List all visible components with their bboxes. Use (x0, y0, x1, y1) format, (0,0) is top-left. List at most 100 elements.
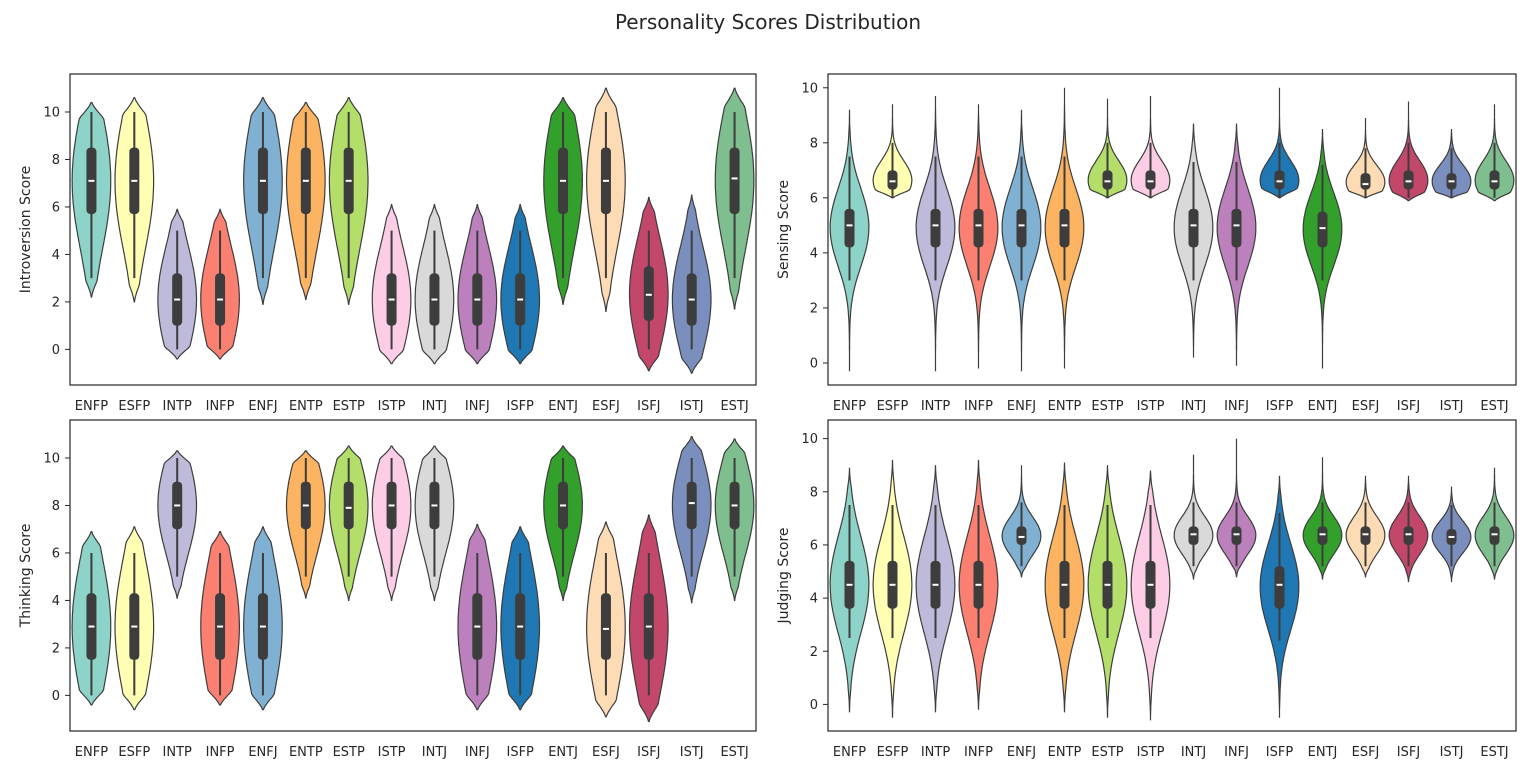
violin-ENFJ (242, 97, 283, 305)
y-tick-label: 8 (52, 153, 60, 168)
violin-iqr-box (1360, 173, 1371, 190)
y-tick-label: 4 (810, 246, 818, 261)
violin-ESTP (328, 97, 369, 305)
x-tick-label: ENFP (833, 399, 866, 414)
x-tick-label: INFP (964, 399, 993, 414)
x-tick-label: ESTJ (720, 745, 748, 760)
x-tick-label: ESFJ (1352, 745, 1380, 760)
y-tick-label: 10 (801, 81, 818, 96)
panel-3: 0 2 4 6 8 10 Thinking Score ENFP ESFP INTP INFP ENF… (18, 419, 757, 760)
x-tick-label: ENTJ (548, 399, 578, 414)
x-tick-label: INTP (163, 399, 192, 414)
x-tick-label: INTP (921, 745, 950, 760)
axes-frame (69, 73, 757, 386)
violin-iqr-box (1489, 170, 1500, 190)
x-tick-label: ISTJ (1440, 745, 1464, 760)
y-axis-label: Thinking Score (18, 524, 34, 629)
figure-title: Personality Scores Distribution (614, 10, 922, 34)
violin-ENFP (829, 109, 870, 372)
violin-ISTJ (671, 436, 712, 604)
violin-INTP (915, 465, 956, 713)
violin-ISTP (371, 445, 412, 601)
violin-body (1259, 87, 1300, 199)
y-tick-label: 4 (52, 594, 60, 609)
x-tick-label: ISTJ (1440, 399, 1464, 414)
violin-ENFP (829, 467, 870, 713)
violin-INFJ (457, 523, 498, 711)
panel-2: 0 2 4 6 8 10 Sensing Score ENFP ESFP INTP INFP ENFJ… (776, 73, 1517, 414)
x-tick-label: ISTP (378, 399, 406, 414)
x-tick-label: ENTP (1048, 399, 1082, 414)
x-tick-label: INTJ (422, 399, 447, 414)
axes-frame (69, 419, 757, 732)
y-tick-label: 10 (43, 105, 60, 120)
violin-ESFP (872, 459, 913, 718)
x-tick-label: ENFJ (248, 745, 277, 760)
y-tick-label: 2 (52, 295, 60, 310)
violin-INFP (958, 104, 999, 369)
violin-ISTP (1130, 96, 1171, 199)
x-tick-label: ENFJ (248, 399, 277, 414)
violin-iqr-box (1188, 526, 1199, 545)
violin-INTJ (1173, 454, 1214, 580)
x-tick-label: ISFJ (637, 399, 660, 414)
x-tick-label: ESFP (877, 745, 909, 760)
x-tick-label: ISTP (378, 745, 406, 760)
x-tick-label: INTP (921, 399, 950, 414)
violin-ESFJ (585, 521, 626, 718)
violin-ENTP (1044, 87, 1085, 369)
violin-iqr-box (1403, 170, 1414, 190)
violin-ESTP (328, 445, 369, 601)
violin-ESFJ (1345, 475, 1386, 578)
x-tick-label: ESTP (333, 399, 365, 414)
x-tick-label: ENTP (1048, 745, 1082, 760)
violin-ENTJ (1302, 128, 1343, 369)
x-tick-label: ESTJ (720, 399, 748, 414)
violin-INFJ (457, 204, 498, 365)
x-tick-label: ENFJ (1007, 399, 1036, 414)
y-tick-label: 10 (43, 451, 60, 466)
violin-ISFJ (628, 514, 669, 723)
violin-ENTP (285, 450, 326, 599)
y-tick-label: 2 (810, 301, 818, 316)
violin-ISFP (1259, 475, 1300, 718)
violin-ENFJ (242, 526, 283, 711)
x-tick-label: ENTJ (1308, 745, 1338, 760)
violin-ESFP (872, 104, 913, 199)
y-tick-label: 6 (52, 200, 60, 215)
x-tick-label: INFP (206, 745, 235, 760)
x-tick-label: INFJ (465, 399, 490, 414)
violin-iqr-box (1231, 526, 1242, 545)
violin-ISFP (500, 204, 541, 365)
violin-iqr-box (1102, 170, 1113, 190)
violin-iqr-box (643, 266, 654, 321)
violin-ENTP (285, 101, 326, 301)
x-tick-label: ESFP (118, 745, 150, 760)
violin-ISFJ (1388, 475, 1429, 583)
x-tick-label: INFJ (1224, 745, 1249, 760)
x-tick-label: ESFJ (592, 745, 620, 760)
violin-ESFP (114, 526, 155, 711)
x-tick-label: ISFJ (1397, 745, 1420, 760)
x-tick-label: ENFP (833, 745, 866, 760)
x-tick-label: ENFP (75, 745, 108, 760)
violin-ISTP (371, 204, 412, 365)
x-tick-label: ESTP (1091, 745, 1123, 760)
y-axis-label: Sensing Score (776, 180, 792, 279)
violin-ESFJ (1345, 118, 1386, 199)
violin-iqr-box (1360, 526, 1371, 545)
violin-ESFP (114, 97, 155, 303)
violin-iqr-box (1274, 170, 1285, 190)
y-tick-label: 8 (810, 136, 818, 151)
violin-ISFP (500, 526, 541, 711)
panel-4: 0 2 4 6 8 10 Judging Score ENFP ESFP INTP INFP ENFJ… (776, 419, 1517, 760)
x-tick-label: ISTP (1137, 399, 1165, 414)
x-tick-label: INTJ (1181, 399, 1206, 414)
y-tick-label: 10 (801, 432, 818, 447)
x-tick-label: INFP (964, 745, 993, 760)
x-tick-label: ISTJ (680, 399, 704, 414)
violin-iqr-box (729, 147, 740, 215)
x-tick-label: ISFJ (637, 745, 660, 760)
x-tick-label: ISFP (1266, 399, 1294, 414)
